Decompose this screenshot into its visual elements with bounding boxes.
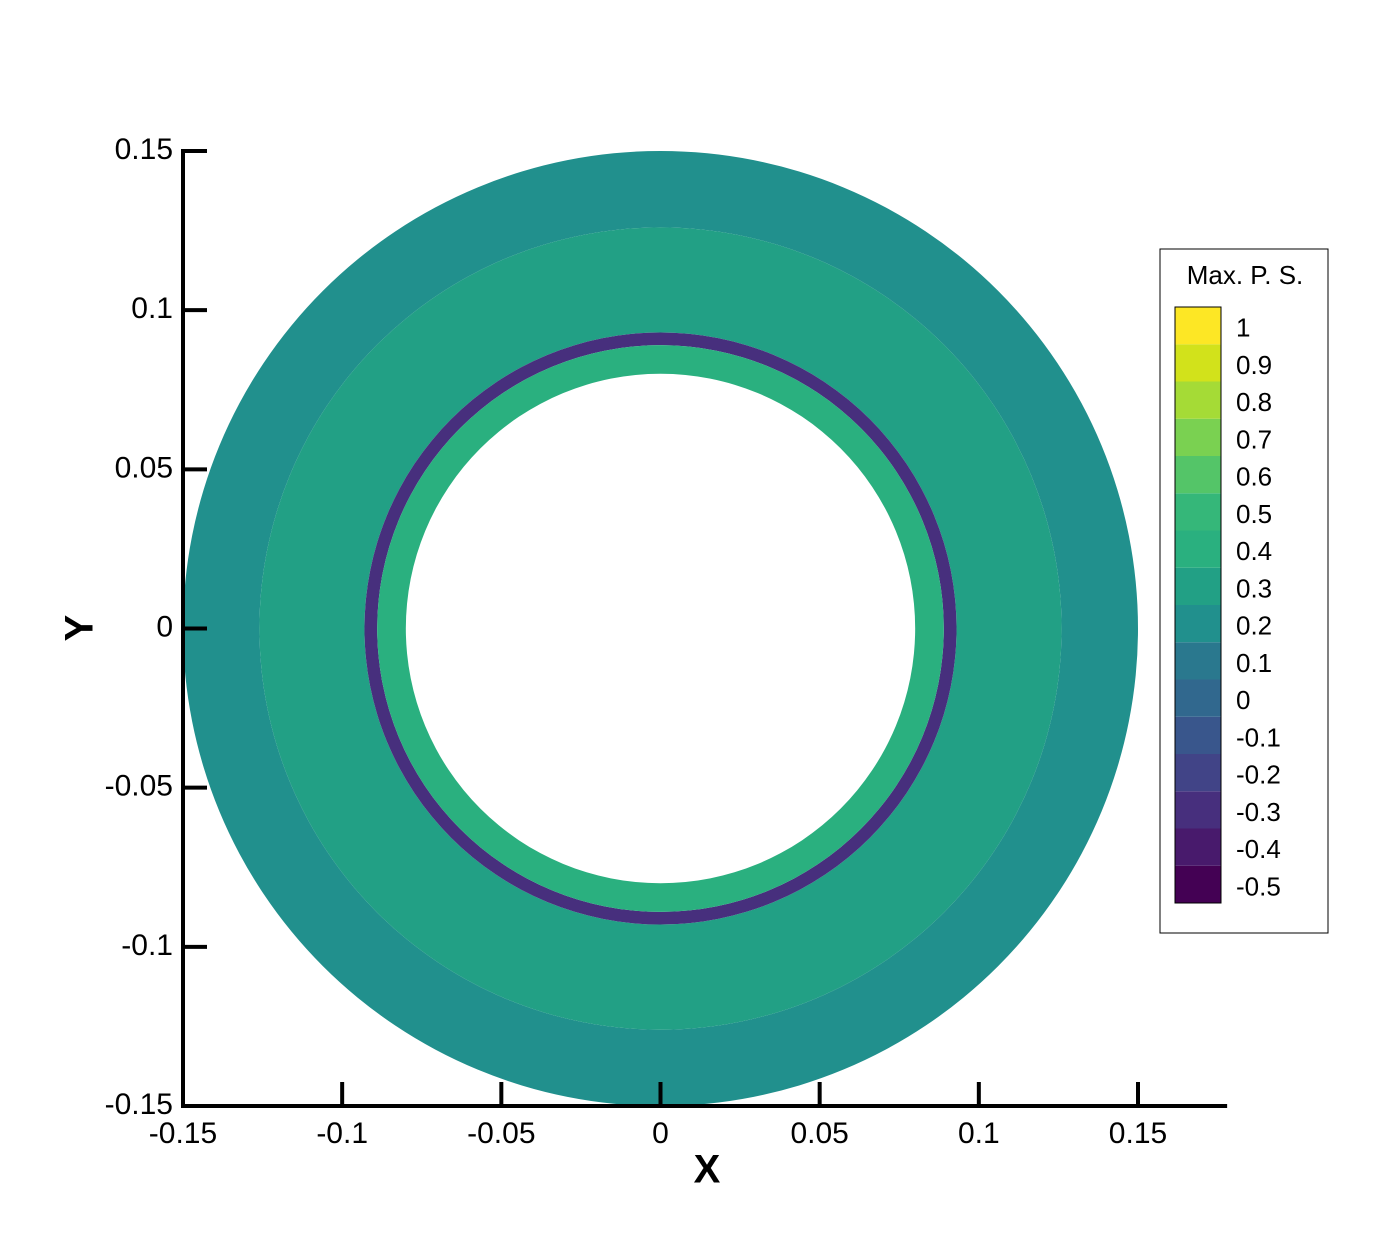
legend-label: -0.1 (1236, 722, 1281, 752)
legend-label: 0.2 (1236, 611, 1272, 641)
x-tick-label: 0.1 (958, 1117, 1000, 1150)
y-tick-label: -0.1 (121, 929, 173, 962)
legend-label: -0.3 (1236, 797, 1281, 827)
legend-swatch (1175, 865, 1221, 903)
legend-swatch (1175, 716, 1221, 754)
legend-label: -0.2 (1236, 760, 1281, 790)
y-axis-title: Y (58, 614, 102, 641)
x-tick-label: 0 (652, 1117, 669, 1150)
legend-label: 0 (1236, 685, 1250, 715)
y-tick-label: 0.05 (115, 451, 173, 484)
legend-title: Max. P. S. (1187, 260, 1304, 290)
legend-swatch (1175, 381, 1221, 419)
legend-swatch (1175, 791, 1221, 829)
y-tick-label: -0.05 (105, 770, 173, 803)
legend-swatch (1175, 567, 1221, 605)
legend-label: -0.5 (1236, 871, 1281, 901)
y-tick-label: 0.15 (115, 133, 173, 166)
legend-label: 0.6 (1236, 462, 1272, 492)
x-tick-label: 0.05 (790, 1117, 848, 1150)
legend-swatch (1175, 642, 1221, 680)
legend-swatch (1175, 530, 1221, 568)
contour-band (364, 332, 957, 925)
legend-label: 0.5 (1236, 499, 1272, 529)
legend-swatch (1175, 456, 1221, 494)
legend-label: 0.9 (1236, 350, 1272, 380)
legend-swatch (1175, 679, 1221, 717)
y-tick-label: 0 (156, 610, 173, 643)
legend-label: 0.3 (1236, 573, 1272, 603)
legend-bar-border (1174, 306, 1222, 904)
legend-swatch (1175, 754, 1221, 792)
x-tick-label: -0.1 (316, 1117, 368, 1150)
legend-swatch (1175, 344, 1221, 382)
legend-label: 1 (1236, 313, 1250, 343)
x-axis-title: X (694, 1148, 721, 1192)
x-tick-label: -0.15 (149, 1117, 217, 1150)
legend-swatch (1175, 605, 1221, 643)
legend-swatch (1175, 493, 1221, 531)
legend-swatch (1175, 418, 1221, 456)
y-tick-label: 0.1 (131, 292, 173, 325)
y-tick-label: -0.15 (105, 1088, 173, 1121)
legend-label: 0.4 (1236, 536, 1272, 566)
legend-label: 0.1 (1236, 648, 1272, 678)
legend-label: 0.8 (1236, 387, 1272, 417)
legend-swatch (1175, 828, 1221, 866)
legend-label: 0.7 (1236, 424, 1272, 454)
legend-label: -0.4 (1236, 834, 1281, 864)
contour-band (377, 345, 944, 912)
x-tick-label: 0.15 (1109, 1117, 1167, 1150)
x-tick-label: -0.05 (467, 1117, 535, 1150)
legend-swatch (1175, 307, 1221, 345)
